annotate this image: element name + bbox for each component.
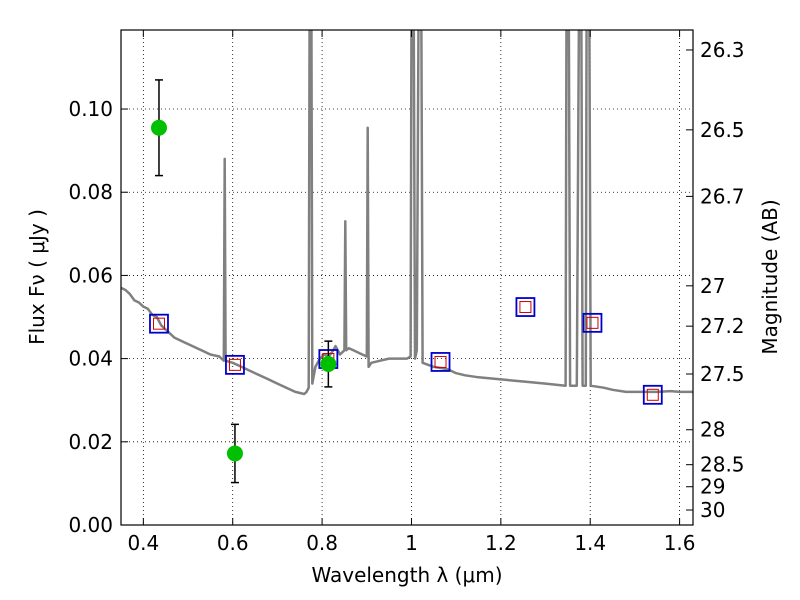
x-axis-label: Wavelength λ (μm) [311,563,502,587]
model-photometry-inner [434,355,447,368]
y2-tick-label: 26.7 [700,184,745,208]
model-photometry-box [582,312,603,333]
y-tick-label: 0.00 [68,513,113,537]
y-tick-label: 0.02 [68,430,113,454]
y2-tick-label: 27.5 [700,362,745,386]
model-photometry-box [225,354,245,375]
observed-point [226,445,243,462]
y2-axis-label: Magnitude (AB) [758,199,782,354]
x-tick-label: 1.2 [485,531,517,555]
model-photometry-inner [519,301,532,314]
y-tick-label: 0.04 [68,347,113,371]
y-axis-ticks: 0.00 0.02 0.04 0.06 0.08 0.10 [68,97,128,537]
x-tick-label: 0.6 [217,531,249,555]
y-tick-label: 0.10 [68,97,113,121]
observed-point [150,119,167,136]
x-tick-label: 0.8 [306,531,338,555]
y2-tick-label: 27 [700,274,725,298]
y2-tick-label: 26.3 [700,38,745,62]
model-spectrum-line [121,30,693,396]
model-photometry-box [642,384,663,405]
y2-tick-label: 27.2 [700,314,745,338]
y2-tick-label: 28.5 [700,453,745,477]
plot-frame [120,29,694,526]
model-photometry-inner [228,358,241,371]
model-photometry-box [430,352,451,372]
model-photometry-box [515,297,536,317]
model-photometry-inner [646,388,659,401]
x-tick-label: 1 [405,531,418,555]
x-tick-label: 0.4 [127,531,159,555]
y2-tick-label: 29 [700,475,725,499]
x-axis-ticks: 0.4 0.6 0.8 1 1.2 1.4 1.6 [127,30,696,555]
model-photometry-box [149,313,169,334]
y-tick-label: 0.06 [68,263,113,287]
grid-lines [121,30,693,526]
x-tick-label: 1.6 [664,531,696,555]
model-photometry-inner [152,317,165,330]
y2-tick-label: 30 [700,498,725,522]
model-photometry-inner [586,316,599,329]
y-axis-label: Flux Fν ( μJy ) [25,209,49,345]
y-tick-label: 0.08 [68,180,113,204]
observed-point [320,356,337,373]
observed-photometry-points [150,79,337,484]
y2-tick-label: 28 [700,418,725,442]
x-tick-label: 1.4 [574,531,606,555]
y2-tick-label: 26.5 [700,118,745,142]
